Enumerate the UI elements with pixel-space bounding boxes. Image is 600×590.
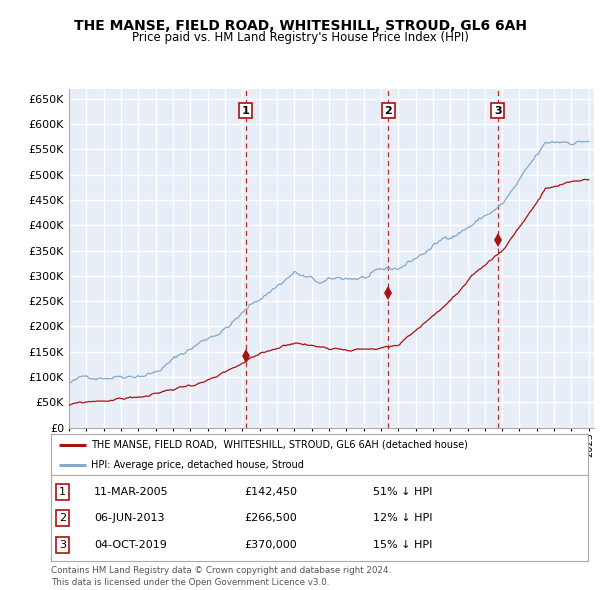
Text: £266,500: £266,500: [244, 513, 297, 523]
Text: THE MANSE, FIELD ROAD, WHITESHILL, STROUD, GL6 6AH: THE MANSE, FIELD ROAD, WHITESHILL, STROU…: [74, 19, 527, 33]
Text: 11-MAR-2005: 11-MAR-2005: [94, 487, 169, 497]
Text: 51% ↓ HPI: 51% ↓ HPI: [373, 487, 433, 497]
Text: 3: 3: [59, 540, 67, 550]
Text: 1: 1: [242, 106, 250, 116]
Text: 2: 2: [385, 106, 392, 116]
Text: 12% ↓ HPI: 12% ↓ HPI: [373, 513, 433, 523]
Text: 04-OCT-2019: 04-OCT-2019: [94, 540, 167, 550]
Text: 15% ↓ HPI: 15% ↓ HPI: [373, 540, 433, 550]
Text: THE MANSE, FIELD ROAD,  WHITESHILL, STROUD, GL6 6AH (detached house): THE MANSE, FIELD ROAD, WHITESHILL, STROU…: [91, 440, 468, 450]
Text: 1: 1: [59, 487, 67, 497]
Text: 2: 2: [59, 513, 67, 523]
Text: 3: 3: [494, 106, 502, 116]
Text: HPI: Average price, detached house, Stroud: HPI: Average price, detached house, Stro…: [91, 460, 304, 470]
Text: £370,000: £370,000: [244, 540, 297, 550]
Text: 06-JUN-2013: 06-JUN-2013: [94, 513, 164, 523]
Text: Contains HM Land Registry data © Crown copyright and database right 2024.
This d: Contains HM Land Registry data © Crown c…: [51, 566, 391, 587]
Text: Price paid vs. HM Land Registry's House Price Index (HPI): Price paid vs. HM Land Registry's House …: [131, 31, 469, 44]
Text: £142,450: £142,450: [244, 487, 298, 497]
